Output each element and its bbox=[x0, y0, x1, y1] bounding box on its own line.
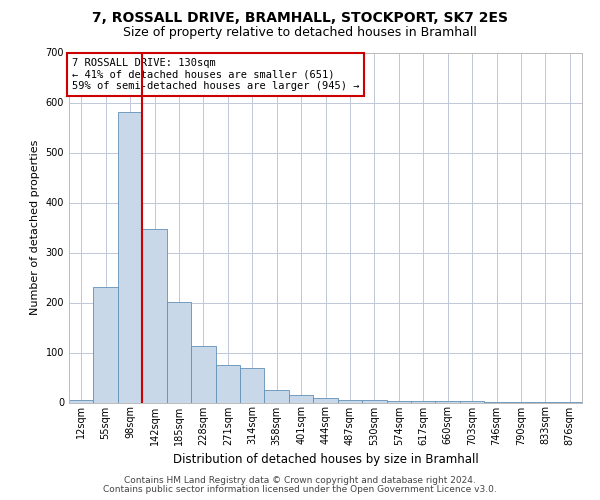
Bar bbox=[240, 368, 265, 402]
Bar bbox=[313, 398, 338, 402]
Bar bbox=[142, 229, 167, 402]
Bar bbox=[215, 365, 240, 403]
Bar bbox=[362, 400, 386, 402]
Bar bbox=[69, 400, 94, 402]
Text: Size of property relative to detached houses in Bramhall: Size of property relative to detached ho… bbox=[123, 26, 477, 39]
Y-axis label: Number of detached properties: Number of detached properties bbox=[30, 140, 40, 315]
Text: 7 ROSSALL DRIVE: 130sqm
← 41% of detached houses are smaller (651)
59% of semi-d: 7 ROSSALL DRIVE: 130sqm ← 41% of detache… bbox=[71, 58, 359, 91]
Bar bbox=[338, 400, 362, 402]
Bar bbox=[436, 401, 460, 402]
Bar bbox=[167, 302, 191, 402]
Bar bbox=[265, 390, 289, 402]
Text: Contains public sector information licensed under the Open Government Licence v3: Contains public sector information licen… bbox=[103, 485, 497, 494]
Bar bbox=[94, 286, 118, 403]
Text: 7, ROSSALL DRIVE, BRAMHALL, STOCKPORT, SK7 2ES: 7, ROSSALL DRIVE, BRAMHALL, STOCKPORT, S… bbox=[92, 11, 508, 25]
Bar bbox=[411, 401, 436, 402]
Bar bbox=[460, 401, 484, 402]
X-axis label: Distribution of detached houses by size in Bramhall: Distribution of detached houses by size … bbox=[173, 453, 478, 466]
Bar bbox=[289, 395, 313, 402]
Text: Contains HM Land Registry data © Crown copyright and database right 2024.: Contains HM Land Registry data © Crown c… bbox=[124, 476, 476, 485]
Bar bbox=[191, 346, 215, 403]
Bar bbox=[118, 112, 142, 403]
Bar bbox=[386, 400, 411, 402]
